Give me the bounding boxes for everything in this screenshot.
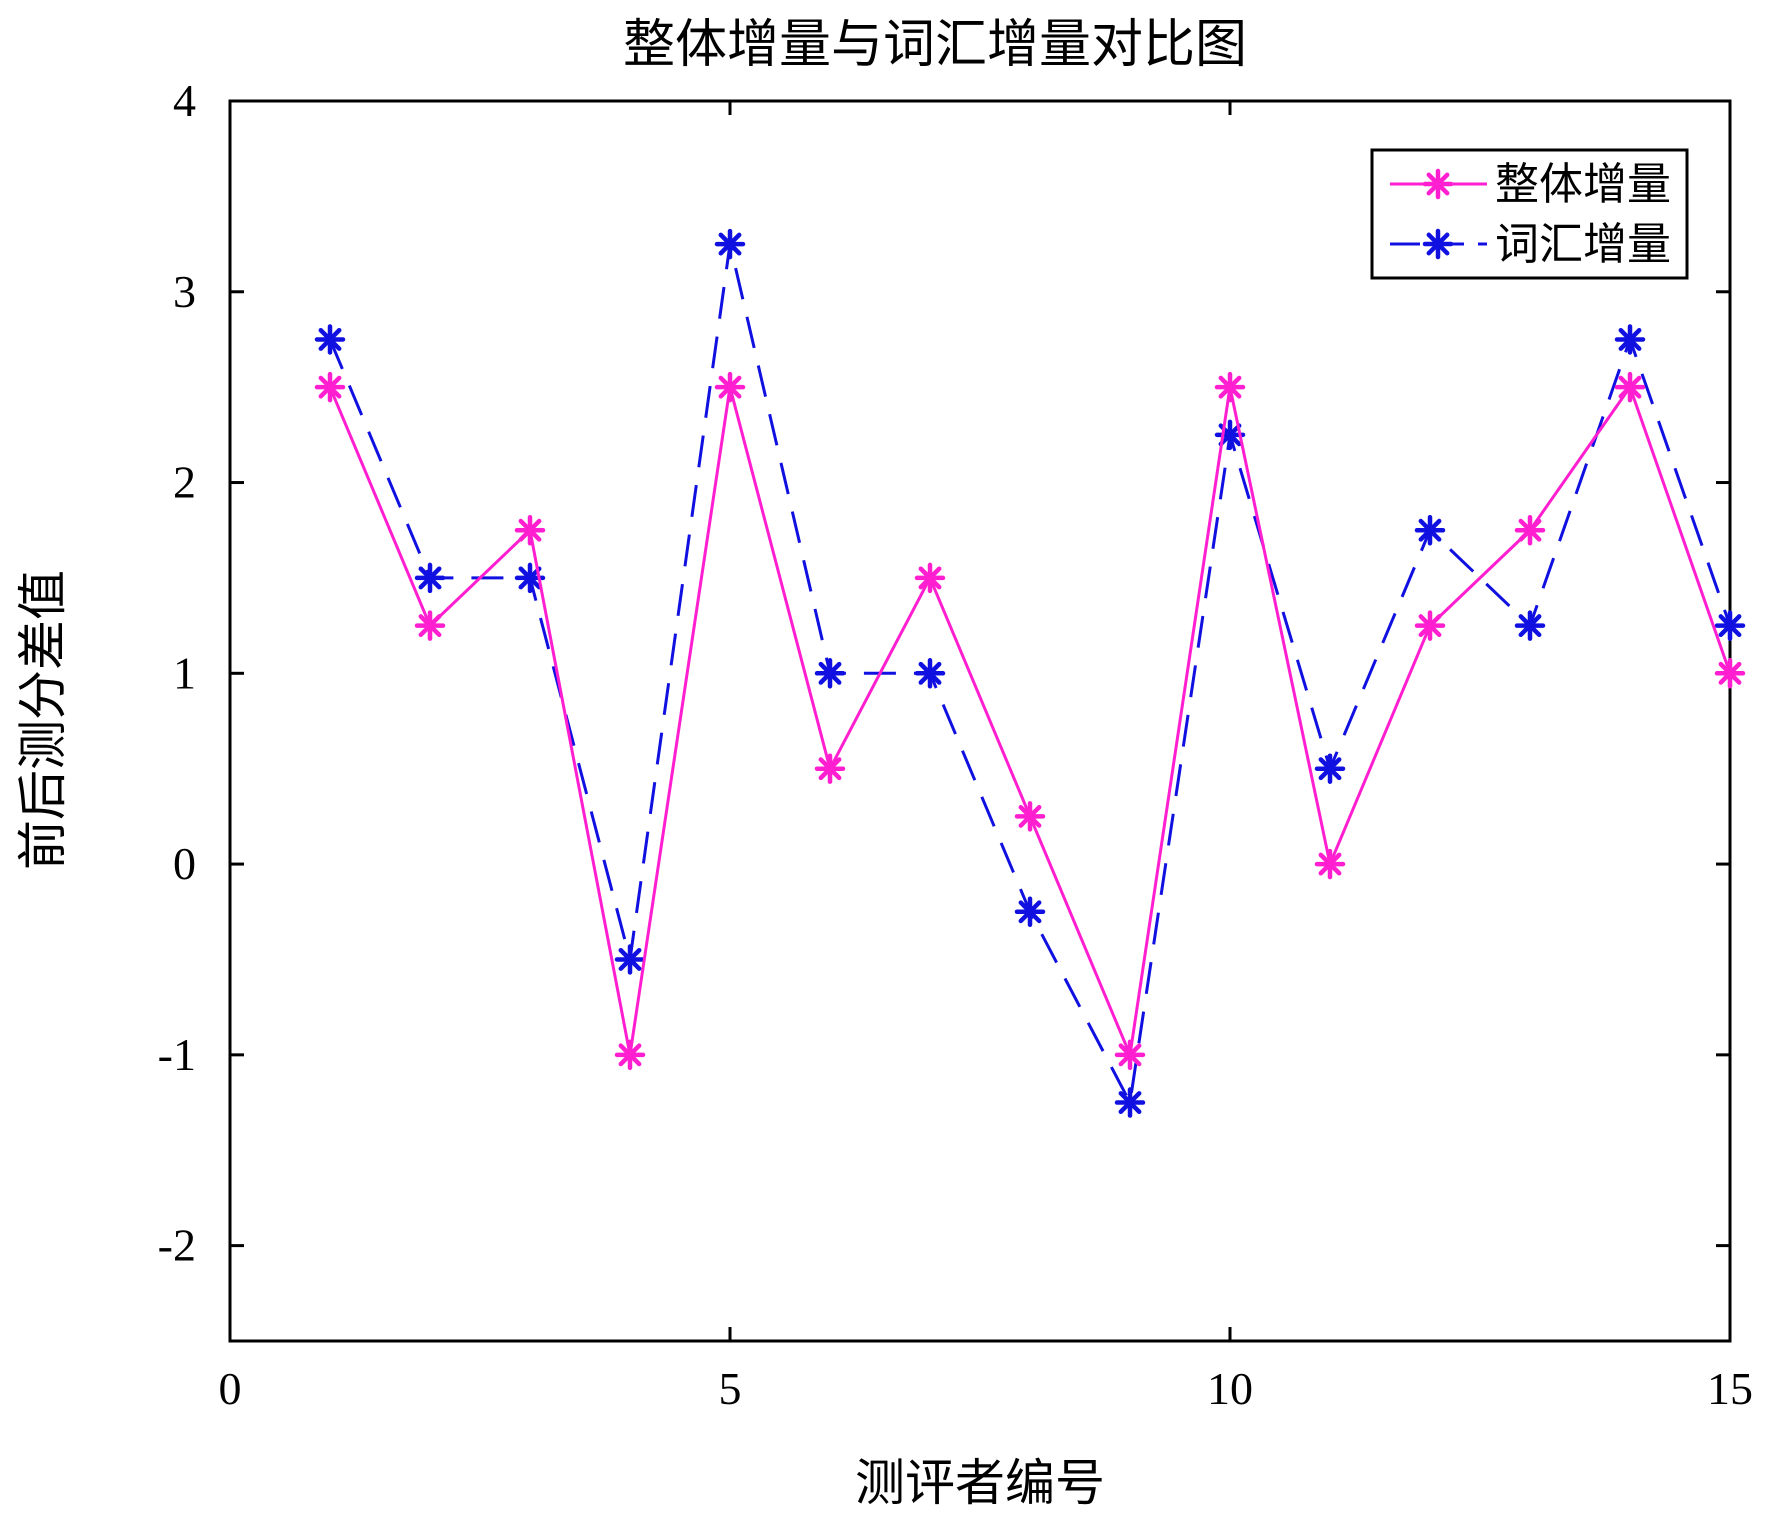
x-tick-label: 5 (719, 1363, 742, 1414)
y-tick-label: -1 (158, 1029, 196, 1080)
series-2-point (314, 324, 346, 355)
y-tick-label: 4 (173, 75, 196, 126)
series-layer (314, 228, 1746, 1118)
series-1-point (414, 610, 446, 641)
series-1-point (1314, 848, 1346, 880)
legend-marker-1 (1422, 168, 1454, 200)
series-1-point (514, 514, 546, 546)
series-2-point (414, 562, 446, 594)
x-tick-label: 10 (1207, 1363, 1253, 1414)
x-tick-label: 0 (219, 1363, 242, 1414)
series-2-point (1614, 324, 1646, 355)
series-2-line (328, 242, 1732, 1105)
series-2-point (1714, 610, 1746, 641)
plot-area-frame (228, 99, 1732, 1343)
series-2-point (1114, 1087, 1146, 1118)
series-1-point (1214, 371, 1246, 403)
series-1-point (1014, 801, 1046, 832)
legend-label-1: 整体增量 (1495, 159, 1671, 210)
y-tick-label: 3 (173, 266, 196, 317)
legend-label-2: 词汇增量 (1495, 219, 1671, 270)
series-2-point (714, 228, 746, 260)
legend-box (1370, 148, 1689, 280)
axis-tick-labels: 0 5 10 15 -2 -1 0 1 2 3 4 (158, 75, 1753, 1414)
series-2-point (614, 944, 646, 975)
series-2-point (914, 658, 946, 689)
y-tick-label: 1 (173, 647, 196, 698)
legend-marker-2 (1422, 228, 1454, 260)
series-1-point (714, 371, 746, 403)
x-axis-label: 测评者编号 (855, 1454, 1105, 1512)
series-2-point (1014, 896, 1046, 928)
series-2 (314, 228, 1746, 1118)
y-tick-label: 0 (173, 838, 196, 889)
series-1-point (1514, 514, 1546, 546)
series-2-point (1514, 610, 1546, 641)
series-1-point (914, 562, 946, 594)
axis-ticks (228, 99, 1732, 1341)
series-1-point (1614, 371, 1646, 403)
series-1-point (1114, 1039, 1146, 1071)
series-1-point (614, 1039, 646, 1071)
y-tick-label: -2 (158, 1220, 196, 1271)
y-axis-label: 前后测分差值 (14, 570, 72, 870)
x-tick-label: 15 (1707, 1363, 1753, 1414)
series-1 (314, 371, 1746, 1071)
series-2-point (1414, 514, 1446, 546)
y-tick-label: 2 (173, 457, 196, 508)
series-2-point (1314, 753, 1346, 784)
series-1-line (328, 385, 1732, 1057)
series-2-point (814, 658, 846, 689)
chart-title: 整体增量与词汇增量对比图 (623, 15, 1247, 75)
series-1-point (814, 753, 846, 784)
series-1-point (1414, 610, 1446, 641)
series-1-point (1714, 658, 1746, 689)
series-1-point (314, 371, 346, 403)
